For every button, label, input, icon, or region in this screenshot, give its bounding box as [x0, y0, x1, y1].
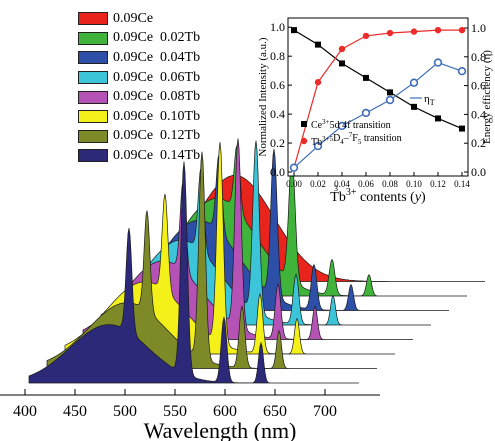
inset-x-tick-label: 0.02 [310, 179, 326, 189]
inset-point [289, 163, 299, 172]
legend-label: 0.09Ce 0.12Tb [113, 128, 201, 144]
x-tick-label: 500 [113, 403, 137, 420]
inset-chart: 0.00 0.02 0.04 0.06 0.08 0.10 0.12 0.140.00.20.… [257, 17, 493, 205]
legend-label: 0.09Ce [113, 10, 154, 26]
inset-point [458, 26, 466, 34]
inset-x-tick-label: 0.14 [454, 179, 470, 189]
legend-item: 0.09Ce 0.04Tb [78, 48, 200, 68]
legend-item: 0.09Ce 0.06Tb [78, 68, 200, 88]
legend-swatch [78, 12, 108, 26]
inset-point [410, 28, 418, 35]
inset-point [457, 66, 467, 76]
inset-y-left-tick-label: 1.0 [270, 20, 285, 34]
inset-y-left-tick-label: 0.6 [270, 78, 285, 92]
inset-legend-ce: Ce3+5d 4f transition [301, 118, 391, 131]
spectra-layer [28, 138, 485, 384]
inset-y-right-tick-label: 0.6 [471, 79, 486, 93]
legend-swatch [78, 90, 108, 104]
inset-x-tick-label: 0.12 [430, 179, 446, 189]
x-tick-label: 600 [213, 403, 237, 420]
inset-point [337, 121, 347, 131]
x-tick-label: 450 [63, 403, 87, 420]
legend-swatch [78, 71, 108, 85]
legend-label: 0.09Ce 0.14Tb [113, 147, 201, 163]
inset-y-right-tick-label: 0.2 [471, 136, 486, 150]
inset-y-right-label: Energy efficiency (η) [481, 50, 493, 144]
inset-eta-label: ηT [410, 93, 435, 107]
inset-stray-label: 3 [334, 184, 338, 193]
inset-point [291, 27, 297, 34]
inset-y-left-label: Normalized Intensity (a.u.) [257, 37, 269, 156]
legend-item: 0.09Ce 0.10Tb [78, 107, 200, 127]
inset-point [338, 45, 346, 53]
inset-y-right-tick-label: 1.0 [471, 21, 486, 35]
inset-y-right-tick-label: 0.8 [471, 50, 486, 64]
x-tick-label: 400 [13, 403, 37, 420]
inset-x-label: Tb3+ contents (y) [330, 187, 426, 205]
inset-point [361, 108, 371, 118]
inset-legend-marker [300, 137, 308, 145]
inset-point [387, 89, 393, 96]
inset-legend-marker [301, 121, 307, 127]
legend-swatch [78, 31, 108, 45]
legend-label: 0.09Ce 0.02Tb [113, 30, 201, 46]
inset-y-right-tick-label: 0.4 [471, 107, 486, 121]
inset-eta-text: ηT [424, 93, 435, 107]
legend: 0.09Ce 0.09Ce 0.02Tb 0.09Ce 0.04Tb 0.09Ce 0… [78, 9, 200, 166]
inset-series-line [293, 29, 463, 130]
inset-series-line [293, 61, 463, 169]
inset-legend-label: Ce3+5d 4f transition [311, 118, 391, 131]
inset-x-tick-label: 0.08 [382, 179, 398, 189]
inset-y-left-tick-label: 0.0 [270, 165, 285, 179]
inset-legend-label: Tb3+5D4–7F5 transition [311, 131, 402, 148]
inset-point [315, 41, 321, 48]
spectrum-area [28, 161, 359, 384]
inset-point [386, 29, 394, 37]
x-tick-label: 550 [163, 403, 187, 420]
legend-label: 0.09Ce 0.06Tb [113, 69, 201, 85]
x-axis-label: Wavelength (nm) [144, 418, 297, 441]
legend-swatch [78, 149, 108, 163]
inset-y-right-tick-label: 0.0 [471, 165, 486, 179]
legend-swatch [78, 110, 108, 124]
x-tick-label: 700 [313, 403, 337, 420]
inset-y-left-tick-label: 0.4 [270, 107, 285, 121]
legend-item: 0.09Ce 0.02Tb [78, 29, 200, 49]
legend-item: 0.09Ce 0.12Tb [78, 127, 200, 147]
inset-x-tick-label: 0.00 [286, 179, 302, 189]
inset-series-line [293, 29, 462, 168]
legend-label: 0.09Ce 0.04Tb [113, 49, 201, 65]
inset-point [459, 125, 465, 132]
inset-point [362, 32, 370, 40]
inset-point [313, 141, 323, 151]
inset-x-tick-label: 0.06 [358, 179, 374, 189]
legend-item: 0.09Ce 0.14Tb [78, 146, 200, 166]
inset-point [385, 95, 395, 105]
inset-y-left-tick-label: 0.8 [270, 49, 285, 63]
legend-item: 0.09Ce [78, 9, 200, 29]
inset-point [314, 79, 322, 86]
x-axis: 400 450 500 550 600 650 700 Wavelength (nm) [0, 389, 380, 441]
inset-legend-tb: Tb3+5D4–7F5 transition [300, 131, 402, 148]
legend-swatch [78, 129, 108, 143]
inset-point [411, 103, 417, 110]
inset-point [434, 26, 442, 34]
x-tick-label: 650 [263, 403, 287, 420]
inset-x-tick-label: 0.10 [406, 179, 422, 189]
legend-label: 0.09Ce 0.10Tb [113, 108, 201, 124]
inset-x-tick-label: 0.04 [334, 179, 350, 189]
inset-point [339, 60, 345, 67]
legend-item: 0.09Ce 0.08Tb [78, 87, 200, 107]
inset-point [435, 115, 441, 122]
legend-swatch [78, 51, 108, 65]
legend-label: 0.09Ce 0.08Tb [113, 89, 201, 105]
inset-y-left-tick-label: 0.2 [270, 136, 285, 150]
inset-point [433, 58, 443, 67]
inset-point [363, 74, 369, 81]
inset-point [409, 78, 419, 87]
